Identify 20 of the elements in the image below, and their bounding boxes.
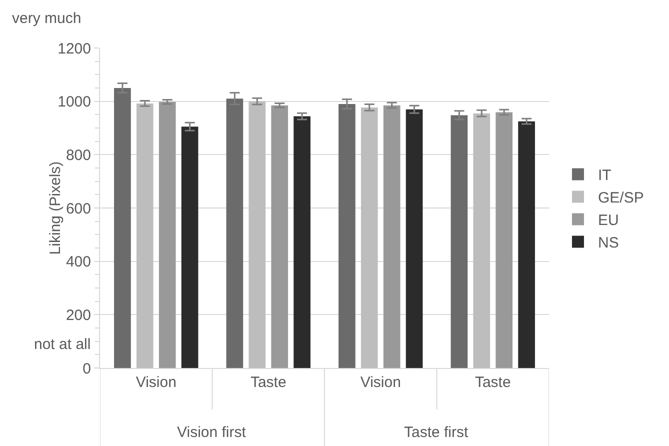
legend-label: NS — [598, 234, 619, 252]
x-tick-label: Vision — [360, 374, 401, 391]
x-tick-label: Vision — [136, 374, 176, 391]
legend-label: IT — [598, 167, 612, 184]
text: not at all — [34, 336, 91, 353]
legend-label: GE/SP — [598, 190, 644, 207]
legend-label: EU — [598, 212, 619, 230]
x-tick-label: Taste — [250, 374, 286, 391]
text: Vision first — [177, 424, 247, 441]
y-tick-label: 200 — [66, 306, 91, 324]
y-tick-label: 600 — [66, 200, 91, 218]
y-tick-label: 800 — [66, 146, 91, 164]
text: very much — [12, 10, 82, 27]
y-tick-label: 400 — [66, 254, 91, 271]
y-tick-label: 0 — [82, 360, 91, 378]
text: Taste first — [404, 424, 470, 441]
y-axis-title: Liking (Pixels) — [46, 161, 64, 255]
y-tick-label: 1200 — [58, 40, 91, 58]
x-tick-label: Taste — [474, 374, 511, 391]
y-tick-label: 1000 — [58, 94, 91, 111]
